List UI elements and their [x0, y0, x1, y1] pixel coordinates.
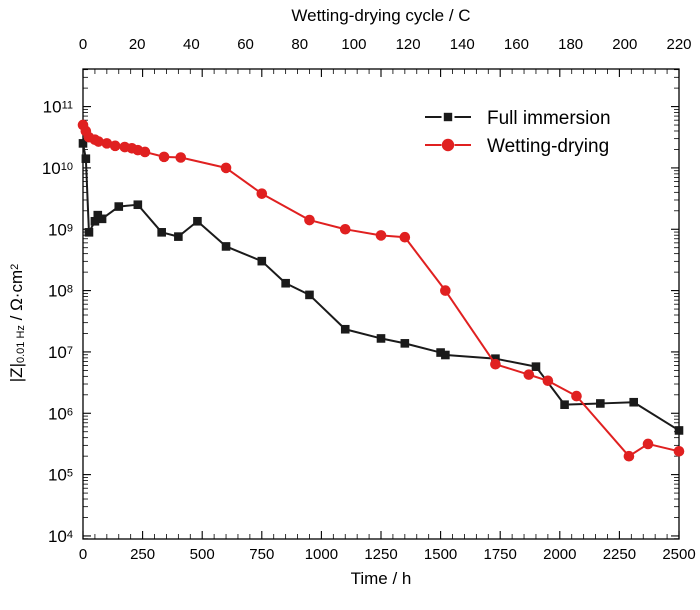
svg-text:1750: 1750	[484, 546, 517, 563]
svg-text:1500: 1500	[424, 546, 457, 563]
svg-text:200: 200	[612, 36, 637, 53]
svg-text:750: 750	[249, 546, 274, 563]
svg-text:1250: 1250	[364, 546, 397, 563]
svg-text:Time / h: Time / h	[351, 569, 412, 588]
svg-text:220: 220	[666, 36, 691, 53]
svg-text:2000: 2000	[543, 546, 576, 563]
svg-text:100: 100	[341, 36, 366, 53]
svg-text:40: 40	[183, 36, 200, 53]
svg-text:2500: 2500	[662, 546, 695, 563]
svg-text:60: 60	[237, 36, 254, 53]
svg-text:|Z|0.01 Hz / Ω·cm2: |Z|0.01 Hz / Ω·cm2	[7, 264, 27, 382]
svg-text:Full immersion: Full immersion	[487, 108, 611, 129]
svg-text:1000: 1000	[305, 546, 338, 563]
svg-text:0: 0	[79, 36, 87, 53]
svg-text:160: 160	[504, 36, 529, 53]
svg-text:140: 140	[450, 36, 475, 53]
svg-text:180: 180	[558, 36, 583, 53]
svg-text:Wetting-drying cycle / C: Wetting-drying cycle / C	[291, 6, 470, 25]
svg-text:0: 0	[79, 546, 87, 563]
svg-text:80: 80	[291, 36, 308, 53]
svg-text:Wetting-drying: Wetting-drying	[487, 136, 609, 157]
svg-text:250: 250	[130, 546, 155, 563]
svg-text:120: 120	[396, 36, 421, 53]
svg-text:500: 500	[190, 546, 215, 563]
svg-text:2250: 2250	[603, 546, 636, 563]
svg-text:20: 20	[129, 36, 146, 53]
